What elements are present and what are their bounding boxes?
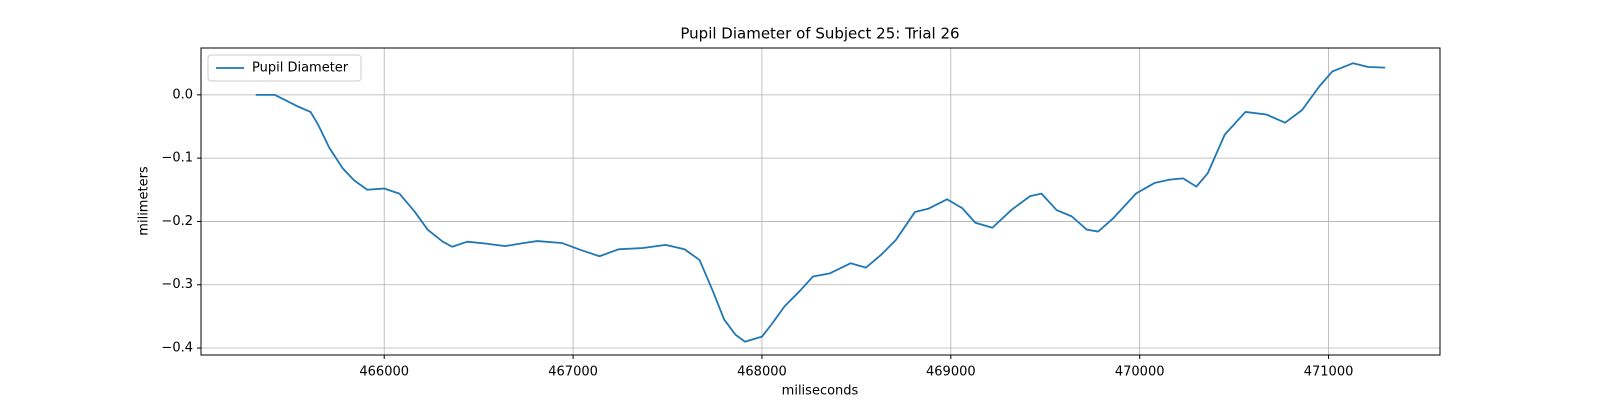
plot-frame [200, 47, 1441, 356]
legend-box [207, 54, 362, 82]
y-tick-label: −0.1 [161, 151, 193, 166]
x-tick-label: 467000 [548, 365, 598, 380]
y-tick-label: −0.4 [161, 341, 193, 356]
legend-label: Pupil Diameter [252, 61, 349, 76]
x-axis-label: miliseconds [782, 384, 859, 399]
x-tick-label: 468000 [737, 365, 787, 380]
data-line [255, 62, 1386, 343]
y-tick-label: 0.0 [172, 87, 193, 102]
x-tick-label: 469000 [926, 365, 976, 380]
chart-title: Pupil Diameter of Subject 25: Trial 26 [680, 25, 959, 43]
y-tick-label: −0.3 [161, 277, 193, 292]
x-tick-label: 466000 [359, 365, 409, 380]
x-tick-label: 471000 [1304, 365, 1354, 380]
y-axis-label: milimeters [137, 166, 152, 236]
x-tick-label: 470000 [1115, 365, 1165, 380]
y-tick-label: −0.2 [161, 214, 193, 229]
